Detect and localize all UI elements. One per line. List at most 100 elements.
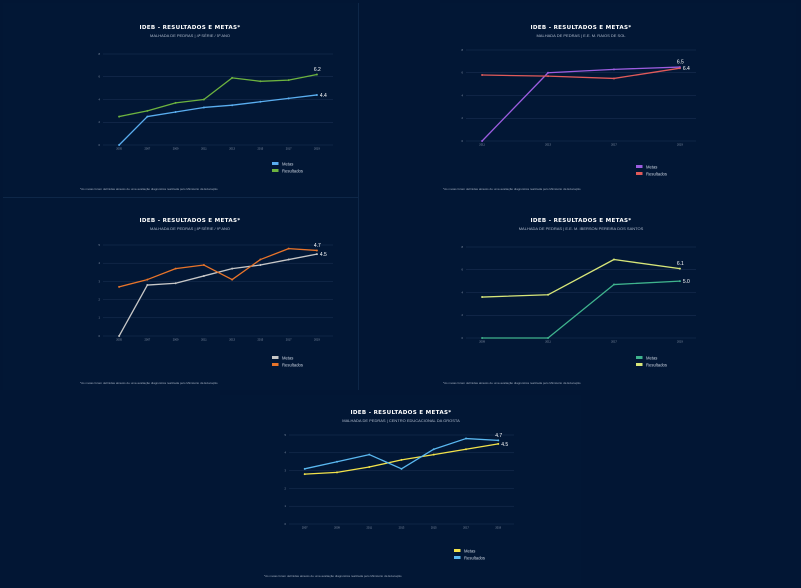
- chart-5-series-1-point: [336, 471, 338, 474]
- chart-1-legend-swatch: [272, 162, 279, 165]
- chart-1-series-2-point: [287, 79, 290, 82]
- chart-5-series-2-point: [400, 467, 403, 470]
- chart-3-x-tick: 2007: [144, 338, 150, 342]
- chart-1-y-tick: 0: [99, 143, 101, 147]
- chart-5-y-tick: 4: [285, 451, 287, 455]
- chart-2-y-tick: 2: [462, 116, 464, 120]
- chart-4-x-tick: 2011: [545, 340, 551, 344]
- chart-4-legend-swatch: [636, 356, 643, 359]
- chart-panel-4: [440, 198, 796, 390]
- chart-5-y-tick: 1: [285, 504, 287, 508]
- chart-4-series-2-point: [678, 267, 681, 270]
- chart-1-series-1-line: [118, 94, 317, 146]
- chart-3-series-2-point: [287, 247, 290, 250]
- chart-4-x-tick: 2009: [479, 340, 485, 344]
- chart-3-legend-swatch: [272, 356, 279, 359]
- chart-panel-3: [3, 198, 358, 390]
- chart-3-series-1-point: [231, 267, 234, 270]
- chart-4-series-1-line: [482, 280, 680, 339]
- chart-3-x-tick: 2013: [229, 338, 235, 342]
- chart-5-series-2-point: [303, 467, 306, 470]
- chart-3-y-tick: 0: [99, 334, 101, 338]
- chart-5-series-1-point: [400, 458, 403, 461]
- chart-3-series-2-point: [259, 258, 262, 261]
- chart-2-series-2-point: [481, 74, 484, 77]
- chart-1-y-tick: 4: [99, 97, 101, 101]
- chart-1-legend-label: Metas: [282, 161, 293, 166]
- chart-5-title: IDEB - RESULTADOS E METAS*: [350, 410, 451, 416]
- chart-3-x-tick: 2017: [286, 338, 292, 342]
- chart-3-y-tick: 2: [99, 298, 101, 302]
- chart-4-series-2-point: [547, 293, 550, 296]
- chart-1-x-tick: 2005: [116, 147, 122, 151]
- chart-1-series-1-point: [146, 115, 149, 118]
- chart-3-y-tick: 4: [99, 261, 101, 265]
- chart-3-subtitle: MALHADA DE PEDRAS | 8ª SÉRIE / 9º ANO: [150, 226, 230, 231]
- chart-4-series-1-point: [481, 337, 484, 339]
- chart-2-subtitle: MALHADA DE PEDRAS | E.E. M. RAIOS DE SOL: [536, 33, 626, 38]
- chart-2-series-1-point: [547, 71, 550, 74]
- chart-1-subtitle: MALHADA DE PEDRAS | 4ª SÉRIE / 5º ANO: [150, 33, 230, 38]
- chart-1-series-2-point: [231, 76, 234, 79]
- chart-5-x-tick: 2019: [495, 526, 501, 530]
- chart-3-y-tick: 1: [99, 316, 101, 320]
- chart-2-x-tick: 2017: [611, 143, 617, 147]
- chart-5-series-1-point: [432, 453, 435, 456]
- chart-3-end-label: 4.7: [314, 243, 321, 249]
- chart-5-end-label: 4.5: [501, 442, 508, 448]
- chart-5-footnote: *As metas foram definidas através de uma…: [264, 574, 402, 578]
- chart-4-y-tick: 4: [462, 290, 464, 294]
- chart-4-series-2-point: [612, 258, 615, 261]
- chart-5-subtitle: MALHADA DE PEDRAS | CENTRO EDUCACIONAL D…: [342, 418, 460, 423]
- chart-1-y-tick: 2: [99, 120, 101, 124]
- chart-2-series-2-line: [482, 67, 680, 80]
- chart-2-series-2-point: [678, 67, 681, 70]
- chart-4-series-1-point: [678, 280, 681, 283]
- chart-2-title: IDEB - RESULTADOS E METAS*: [530, 25, 631, 31]
- chart-2-x-tick: 2013: [545, 143, 551, 147]
- chart-4-y-tick: 8: [462, 245, 464, 249]
- chart-3-end-label: 4.5: [320, 252, 327, 258]
- chart-4-x-tick: 2019: [677, 340, 683, 344]
- chart-5-series-2-point: [497, 439, 500, 442]
- chart-3-y-tick: 3: [99, 279, 101, 283]
- chart-4-legend-label: Metas: [646, 355, 657, 360]
- chart-5-x-tick: 2015: [431, 526, 437, 530]
- chart-2-series-1-line: [481, 66, 680, 142]
- chart-3-legend-swatch: [272, 363, 279, 366]
- chart-4-subtitle: MALHADA DE PEDRAS | E.E. M. IBERSON PERE…: [519, 226, 644, 231]
- chart-1-y-tick: 6: [99, 75, 101, 79]
- chart-3-footnote: *As metas foram definidas através de uma…: [80, 381, 218, 385]
- chart-5-legend-label: Resultados: [464, 555, 485, 560]
- chart-panel-2: [440, 3, 796, 198]
- chart-5-series-1-point: [465, 448, 467, 451]
- chart-3-series-1-line: [118, 253, 318, 337]
- chart-1-series-2-point: [315, 73, 318, 76]
- chart-1-end-label: 4.4: [320, 93, 327, 99]
- chart-1-legend-swatch: [272, 169, 279, 172]
- chart-1-series-1-point: [259, 100, 262, 103]
- chart-3-series-2-point: [146, 278, 149, 281]
- chart-3-series-2-point: [118, 285, 121, 288]
- chart-3-series-1-point: [315, 253, 318, 256]
- chart-2-legend-label: Resultados: [646, 171, 667, 176]
- chart-1-title: IDEB - RESULTADOS E METAS*: [139, 25, 240, 31]
- chart-1-y-tick: 8: [99, 52, 101, 56]
- chart-3-series-1-point: [259, 264, 262, 267]
- chart-3-y-tick: 5: [99, 243, 101, 247]
- chart-5-end-label: 4.7: [495, 433, 502, 439]
- chart-1-x-tick: 2019: [314, 147, 320, 151]
- chart-3-series-1-point: [146, 284, 149, 287]
- chart-1-series-1-point: [118, 144, 121, 146]
- horizontal-divider: [3, 197, 358, 198]
- chart-5-series-1-point: [368, 466, 371, 469]
- chart-3-series-1-point: [118, 335, 121, 337]
- chart-2-y-tick: 8: [462, 48, 464, 52]
- chart-5-series-1-point: [497, 442, 500, 445]
- chart-4-y-tick: 2: [462, 313, 464, 317]
- chart-5-legend-label: Metas: [464, 548, 475, 553]
- chart-5-legend-swatch: [454, 556, 461, 559]
- chart-3-series-1-point: [287, 258, 290, 261]
- chart-4-series-2-line: [482, 258, 680, 298]
